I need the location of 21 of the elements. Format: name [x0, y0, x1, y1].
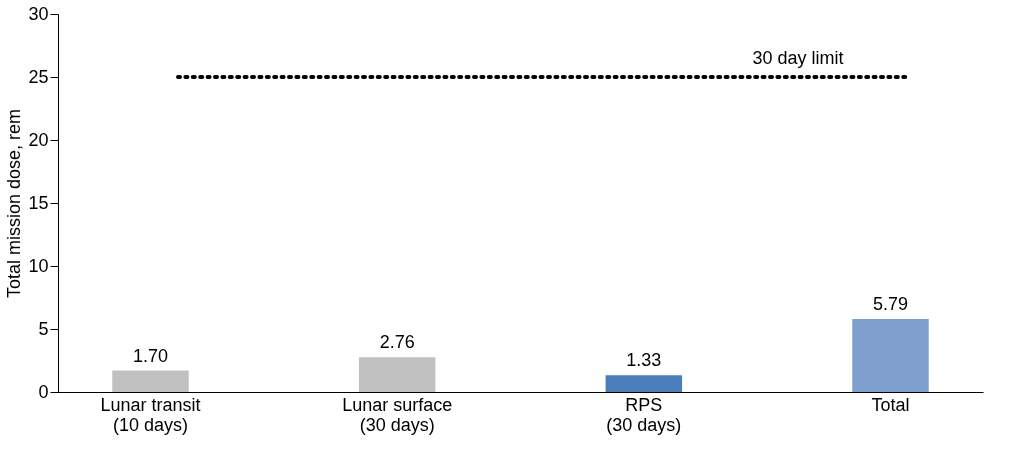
data-label: 5.79 — [872, 294, 909, 315]
bar — [358, 357, 436, 392]
y-tick-label: 20 — [28, 129, 49, 150]
data-label: 2.76 — [379, 332, 415, 353]
y-tick-label: 5 — [38, 318, 49, 339]
y-tick-label: 25 — [28, 66, 49, 87]
x-tick-label: Lunar surface (30 days) — [342, 394, 453, 435]
bar — [852, 319, 929, 392]
x-tick-label: Total — [871, 394, 910, 415]
bar — [605, 375, 683, 392]
y-tick-label: 10 — [28, 255, 49, 276]
y-tick-label: 15 — [28, 192, 49, 213]
data-label: 1.33 — [626, 350, 662, 371]
data-label: 1.70 — [132, 345, 169, 366]
ref-line-label: 30 day limit — [752, 48, 844, 68]
x-tick-label: Lunar transit (10 days) — [100, 394, 201, 435]
y-tick-label: 30 — [28, 3, 49, 24]
bar — [112, 370, 189, 392]
y-tick-label: 0 — [38, 381, 49, 402]
x-tick-label: RPS (30 days) — [606, 394, 682, 435]
y-axis-title: Total mission dose, rem — [4, 108, 25, 299]
